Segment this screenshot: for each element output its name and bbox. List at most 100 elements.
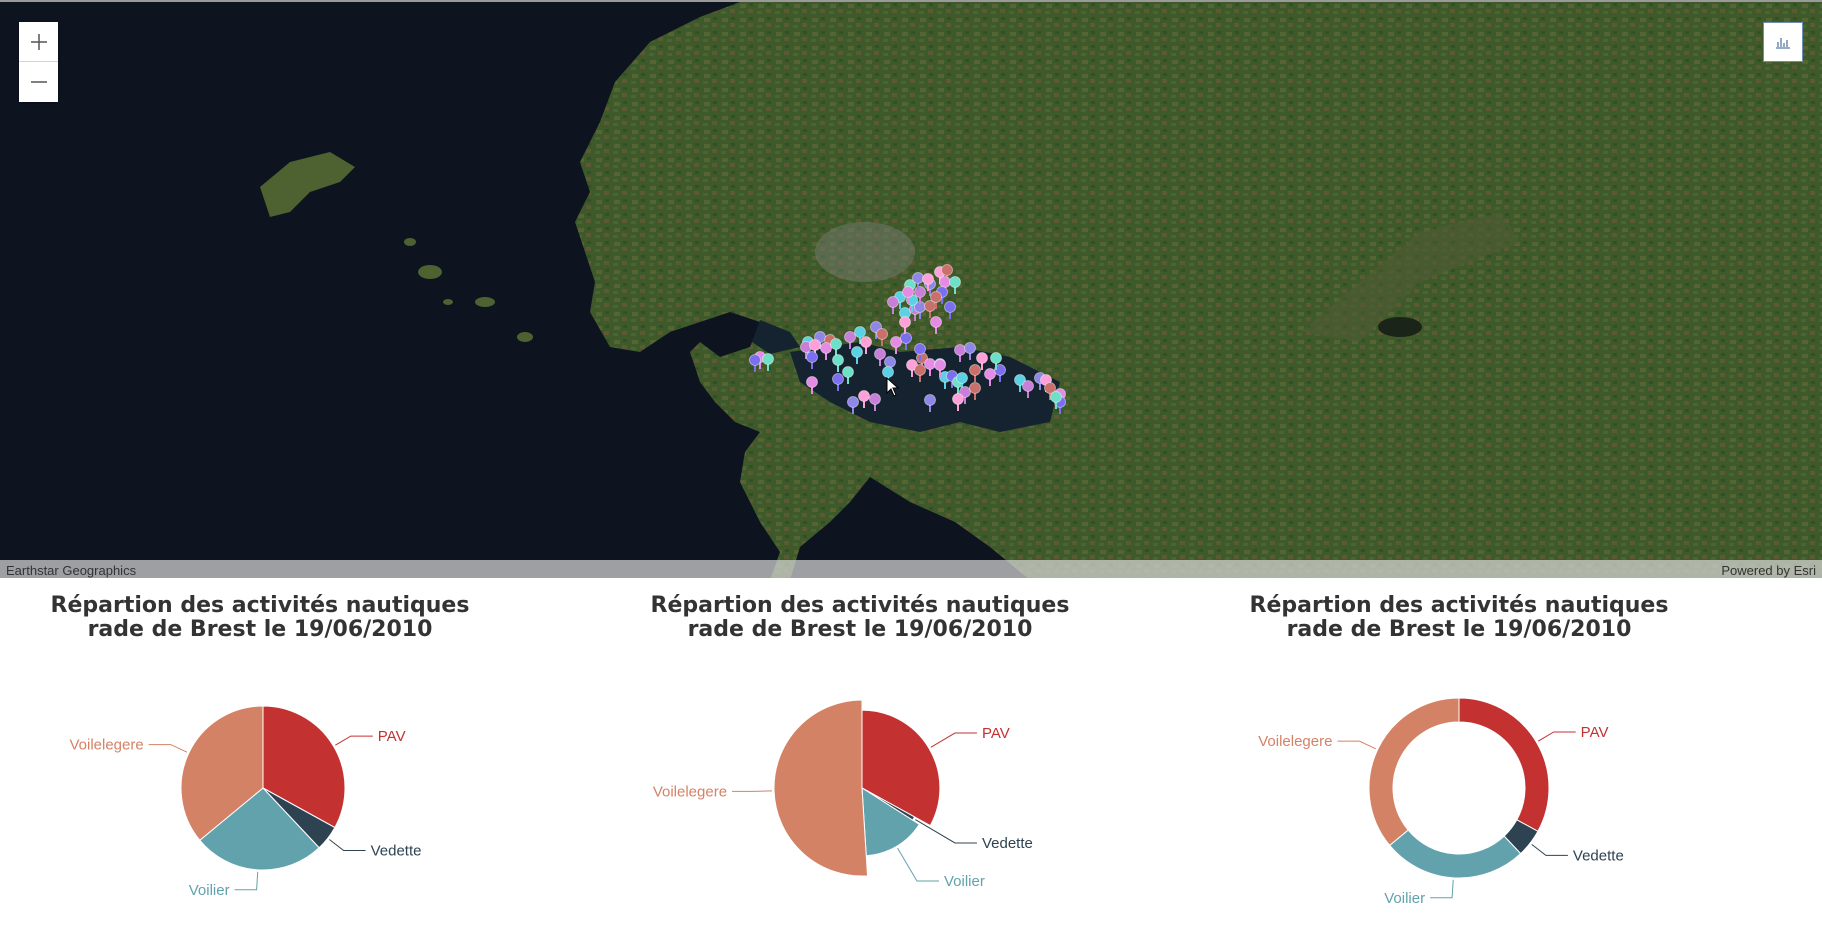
activity-marker[interactable] — [851, 346, 863, 365]
map-view[interactable]: Earthstar Geographics Powered by Esri — [0, 0, 1822, 578]
minus-icon — [30, 80, 47, 83]
activity-marker[interactable] — [854, 326, 866, 345]
activity-marker[interactable] — [930, 291, 942, 310]
chart-panel-1: Répartion des activités nautiques rade d… — [0, 578, 600, 952]
activity-marker[interactable] — [876, 328, 888, 347]
chart-title-line-2: rade de Brest le 19/06/2010 — [87, 617, 433, 642]
pie-slice-voilier[interactable] — [199, 787, 320, 871]
activity-marker[interactable] — [899, 316, 911, 335]
activity-marker[interactable] — [858, 390, 870, 409]
activity-marker[interactable] — [847, 396, 859, 415]
activity-marker[interactable] — [806, 351, 818, 370]
activity-marker[interactable] — [1014, 374, 1026, 393]
activity-marker[interactable] — [924, 358, 936, 377]
zoom-in-button[interactable] — [19, 22, 58, 61]
activity-marker[interactable] — [762, 353, 774, 372]
activity-marker[interactable] — [820, 342, 832, 361]
activity-marker[interactable] — [860, 336, 872, 355]
activity-marker[interactable] — [914, 343, 926, 362]
activity-marker[interactable] — [984, 368, 996, 387]
pie-slice-pav[interactable] — [262, 705, 346, 829]
activity-marker[interactable] — [882, 366, 894, 385]
activity-marker[interactable] — [914, 301, 926, 320]
label-line — [915, 819, 977, 844]
activity-marker[interactable] — [969, 364, 981, 383]
map-attribution: Earthstar Geographics Powered by Esri — [0, 560, 1822, 578]
activity-marker[interactable] — [900, 332, 912, 351]
chart-title-line-1: Répartion des activités nautiques — [1249, 593, 1669, 618]
label-line — [1430, 879, 1454, 899]
activity-marker[interactable] — [832, 354, 844, 373]
pie-slice-voilier[interactable] — [861, 787, 920, 857]
slice-label: Voilelegere — [653, 783, 727, 800]
chart-title: Répartion des activités nautiques rade d… — [1199, 594, 1719, 642]
chart-title-line-1: Répartion des activités nautiques — [650, 593, 1070, 618]
activity-marker[interactable] — [922, 273, 934, 292]
rose-pie-chart[interactable]: PAV Vedette Voilier Voilelegere — [600, 578, 1200, 952]
chart-title: Répartion des activités nautiques rade d… — [600, 594, 1120, 642]
slice-label: Voilelegere — [1258, 733, 1332, 750]
chart-panel-2: Répartion des activités nautiques rade d… — [600, 578, 1200, 952]
satellite-basemap[interactable] — [0, 2, 1822, 578]
activity-marker[interactable] — [842, 366, 854, 385]
activity-marker[interactable] — [874, 348, 886, 367]
powered-by-esri[interactable]: Powered by Esri — [1721, 562, 1816, 578]
pie-slice-voilier[interactable] — [1388, 829, 1522, 879]
activity-marker[interactable] — [964, 342, 976, 361]
slice-label: Voilier — [189, 882, 230, 899]
label-line — [234, 871, 259, 891]
activity-marker[interactable] — [954, 344, 966, 363]
slice-label: PAV — [982, 725, 1010, 742]
activity-marker[interactable] — [806, 376, 818, 395]
pie-slice-voilelegere[interactable] — [773, 699, 869, 877]
chart-title-line-1: Répartion des activités nautiques — [50, 593, 470, 618]
activity-marker[interactable] — [1050, 391, 1062, 410]
zoom-out-button[interactable] — [19, 61, 58, 101]
activity-marker[interactable] — [902, 286, 914, 305]
activity-marker[interactable] — [832, 373, 844, 392]
activity-marker[interactable] — [830, 338, 842, 357]
chart-title-line-2: rade de Brest le 19/06/2010 — [1286, 617, 1632, 642]
pie-slice-voilelegere[interactable] — [180, 705, 264, 841]
activity-marker[interactable] — [944, 301, 956, 320]
activity-marker[interactable] — [890, 336, 902, 355]
activity-marker[interactable] — [934, 359, 946, 378]
activity-marker[interactable] — [959, 386, 971, 405]
pie-slice-pav[interactable] — [1458, 697, 1550, 833]
slice-label: PAV — [378, 728, 406, 745]
pie-slice-pav[interactable] — [861, 709, 941, 827]
chart-title-line-2: rade de Brest le 19/06/2010 — [687, 617, 1033, 642]
activity-marker[interactable] — [924, 394, 936, 413]
label-line — [329, 839, 366, 852]
activity-marker[interactable] — [990, 352, 1002, 371]
label-line — [1531, 843, 1568, 856]
label-line — [897, 847, 939, 882]
activity-marker[interactable] — [844, 331, 856, 350]
donut-chart[interactable]: PAV Vedette Voilier Voilelegere — [1199, 578, 1799, 952]
activity-marker[interactable] — [930, 316, 942, 335]
activity-marker[interactable] — [924, 300, 936, 319]
activity-marker[interactable] — [749, 354, 761, 373]
slice-label: Voilier — [1384, 890, 1425, 907]
activity-marker[interactable] — [969, 382, 981, 401]
activity-marker[interactable] — [994, 364, 1006, 383]
activity-marker[interactable] — [887, 296, 899, 315]
label-line — [732, 790, 773, 792]
activity-marker[interactable] — [914, 364, 926, 383]
chart-toggle-button[interactable] — [1763, 22, 1803, 62]
slice-label: Voilier — [944, 873, 985, 890]
activity-marker[interactable] — [1022, 380, 1034, 399]
activity-marker[interactable] — [952, 393, 964, 412]
slice-label: PAV — [1581, 724, 1609, 741]
pie-slice-voilelegere[interactable] — [1368, 697, 1460, 847]
activity-marker[interactable] — [976, 352, 988, 371]
activity-marker[interactable] — [912, 272, 924, 291]
activity-markers-layer[interactable] — [0, 2, 1822, 578]
activity-marker[interactable] — [809, 339, 821, 358]
activity-marker[interactable] — [869, 393, 881, 412]
label-line — [1537, 731, 1576, 742]
pie-chart[interactable]: PAV Vedette Voilier Voilelegere — [0, 578, 600, 952]
activity-marker[interactable] — [1044, 382, 1056, 401]
activity-marker[interactable] — [949, 276, 961, 295]
label-line — [148, 744, 188, 753]
